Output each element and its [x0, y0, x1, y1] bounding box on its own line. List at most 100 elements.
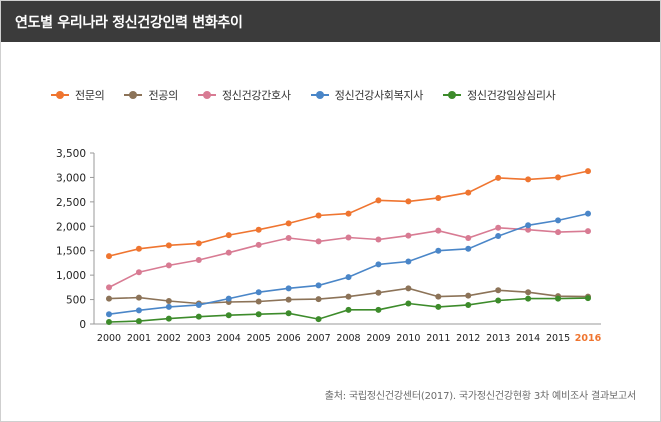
legend-label: 정신건강임상심리사	[467, 89, 556, 102]
data-point	[106, 284, 112, 291]
data-point	[225, 249, 232, 256]
data-point	[555, 295, 562, 302]
data-point	[375, 197, 382, 204]
chart-legend: 전문의 전공의 정신건강간호사 정신건강사회복지사 정신건강임상심리사	[51, 87, 556, 103]
data-point	[285, 296, 292, 303]
y-tick-label: 2,500	[56, 197, 86, 209]
data-point	[495, 233, 502, 240]
x-tick-label: 2001	[127, 333, 151, 344]
x-tick-label: 2000	[97, 333, 121, 344]
data-point	[315, 282, 322, 289]
x-tick-label: 2007	[306, 333, 330, 344]
y-tick-label: 1,500	[56, 246, 86, 258]
data-point	[195, 256, 202, 263]
data-point	[225, 232, 232, 239]
data-point	[345, 293, 352, 300]
legend-label: 전문의	[75, 89, 105, 102]
data-point	[465, 292, 472, 299]
data-point	[165, 298, 172, 305]
legend-item: 전공의	[124, 87, 178, 103]
legend-item: 정신건강임상심리사	[443, 87, 556, 103]
data-point	[135, 318, 142, 325]
data-point	[525, 222, 532, 229]
legend-swatch	[124, 90, 143, 100]
y-tick-label: 0	[79, 319, 86, 331]
data-point	[255, 311, 262, 318]
legend-label: 전공의	[148, 89, 178, 102]
data-point	[135, 269, 142, 276]
x-tick-label: 2006	[277, 333, 301, 344]
data-point	[165, 262, 172, 269]
data-point	[195, 240, 202, 247]
data-point	[435, 227, 442, 234]
data-point	[525, 176, 532, 183]
data-point	[165, 303, 172, 310]
x-tick-label: 2014	[516, 333, 540, 344]
data-point	[195, 313, 202, 320]
data-point	[465, 301, 472, 308]
data-point	[405, 258, 412, 265]
legend-label: 정신건강간호사	[221, 89, 291, 102]
data-point	[255, 289, 262, 296]
y-tick-label: 2,000	[56, 221, 86, 233]
data-point	[345, 274, 352, 281]
data-point	[285, 220, 292, 227]
data-point	[165, 242, 172, 249]
chart-title: 연도별 우리나라 정신건강인력 변화추이	[15, 14, 243, 31]
legend-label: 정신건강사회복지사	[334, 89, 424, 102]
data-point	[405, 198, 412, 205]
data-point	[375, 289, 382, 296]
data-point	[585, 168, 591, 175]
data-point	[495, 224, 502, 231]
x-tick-label: 2003	[187, 333, 211, 344]
source-note: 출처: 국립정신건강센터(2017). 국가정신건강현황 3차 예비조사 결과보…	[324, 391, 636, 402]
data-point	[135, 245, 142, 252]
data-point	[375, 236, 382, 243]
data-point	[255, 298, 262, 305]
data-point	[405, 300, 412, 307]
line-chart: 0 500 1,000 1,500 2,000 2,500 3,000 3,500 2000 20…	[56, 148, 602, 344]
y-tick-label: 1,000	[56, 270, 86, 282]
data-point	[465, 189, 472, 196]
data-point	[465, 245, 472, 252]
x-tick-label: 2005	[247, 333, 271, 344]
data-point	[435, 293, 442, 300]
data-point	[555, 229, 562, 236]
data-point	[525, 295, 532, 302]
chart-header: 연도별 우리나라 정신건강인력 변화추이	[1, 1, 660, 42]
data-point	[405, 285, 412, 292]
data-point	[255, 226, 262, 233]
data-point	[375, 261, 382, 268]
x-tick-label: 2004	[217, 333, 241, 344]
y-tick-label: 3,000	[56, 172, 86, 184]
data-point	[195, 301, 202, 308]
data-point	[225, 312, 232, 319]
data-point	[315, 238, 322, 245]
data-point	[465, 235, 472, 242]
x-tick-label: 2012	[456, 333, 480, 344]
data-point	[585, 228, 591, 235]
data-point	[315, 296, 322, 303]
x-tick-label: 2002	[157, 333, 181, 344]
data-point	[345, 210, 352, 217]
data-point	[315, 316, 322, 323]
data-point	[495, 174, 502, 181]
data-point	[285, 285, 292, 292]
data-point	[555, 174, 562, 181]
legend-item: 전문의	[51, 87, 105, 103]
data-point	[165, 315, 172, 322]
data-point	[435, 194, 442, 201]
data-point	[106, 295, 112, 302]
data-point	[375, 306, 382, 313]
legend-item: 정신건강간호사	[197, 87, 291, 103]
data-point	[255, 241, 262, 248]
data-point	[585, 295, 591, 302]
data-point	[106, 319, 112, 326]
y-tick-label: 500	[66, 295, 86, 307]
x-tick-label: 2009	[366, 333, 390, 344]
legend-swatch	[443, 90, 462, 100]
data-point	[345, 234, 352, 241]
data-point	[525, 226, 532, 233]
data-point	[405, 232, 412, 239]
